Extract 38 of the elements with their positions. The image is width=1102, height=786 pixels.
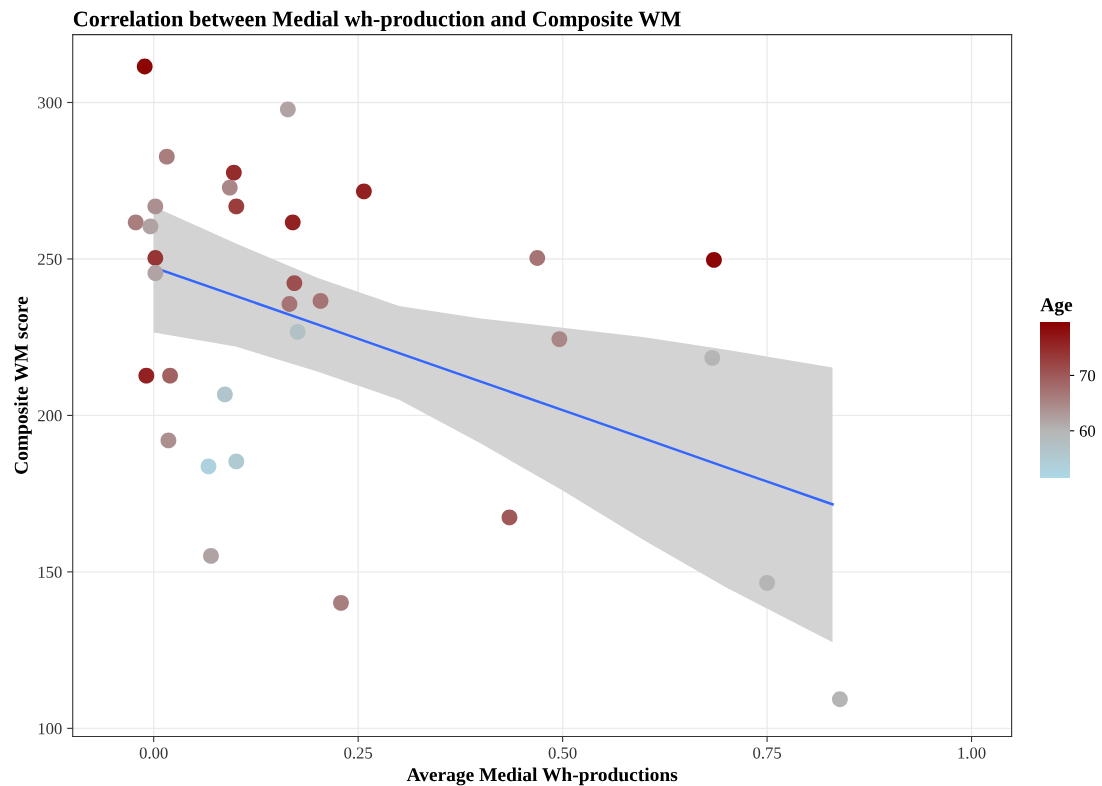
point bbox=[551, 331, 568, 347]
point bbox=[289, 323, 306, 340]
color-bar-label: 60 bbox=[1079, 425, 1096, 437]
y-tick-label: 100 bbox=[38, 723, 62, 735]
x-tick-label: 1.00 bbox=[958, 747, 986, 759]
point bbox=[759, 574, 776, 591]
y-tick-label: 150 bbox=[38, 566, 62, 578]
chart-title: Correlation between Medial wh-production and Composite WM bbox=[73, 10, 681, 31]
y-tick-label: 250 bbox=[38, 253, 62, 265]
y-tick-label: 300 bbox=[38, 97, 62, 109]
point bbox=[138, 367, 155, 384]
point bbox=[162, 367, 178, 384]
y-axis-title: Composite WM score bbox=[14, 296, 32, 474]
x-axis-title: Average Medial Wh-productions bbox=[406, 767, 678, 786]
y-tick-label: 200 bbox=[38, 410, 62, 422]
point bbox=[355, 183, 372, 200]
color-bar-label: 70 bbox=[1080, 370, 1096, 382]
point bbox=[312, 292, 329, 309]
point bbox=[147, 250, 164, 266]
point bbox=[831, 691, 848, 708]
point bbox=[281, 296, 298, 312]
x-tick-label: 0.50 bbox=[548, 747, 577, 759]
point bbox=[284, 214, 301, 231]
point bbox=[228, 453, 245, 470]
x-tick-label: 0.00 bbox=[139, 747, 168, 759]
point bbox=[286, 275, 303, 291]
point bbox=[529, 250, 546, 266]
point bbox=[203, 548, 219, 564]
color-bar-title: Age bbox=[1040, 298, 1073, 316]
point bbox=[221, 179, 238, 196]
point bbox=[279, 101, 296, 118]
point bbox=[704, 349, 721, 366]
x-tick-label: 0.25 bbox=[344, 747, 373, 759]
point bbox=[501, 509, 518, 526]
point bbox=[147, 265, 164, 281]
x-tick-label: 0.75 bbox=[753, 747, 782, 759]
point bbox=[228, 198, 245, 215]
point bbox=[142, 218, 159, 235]
